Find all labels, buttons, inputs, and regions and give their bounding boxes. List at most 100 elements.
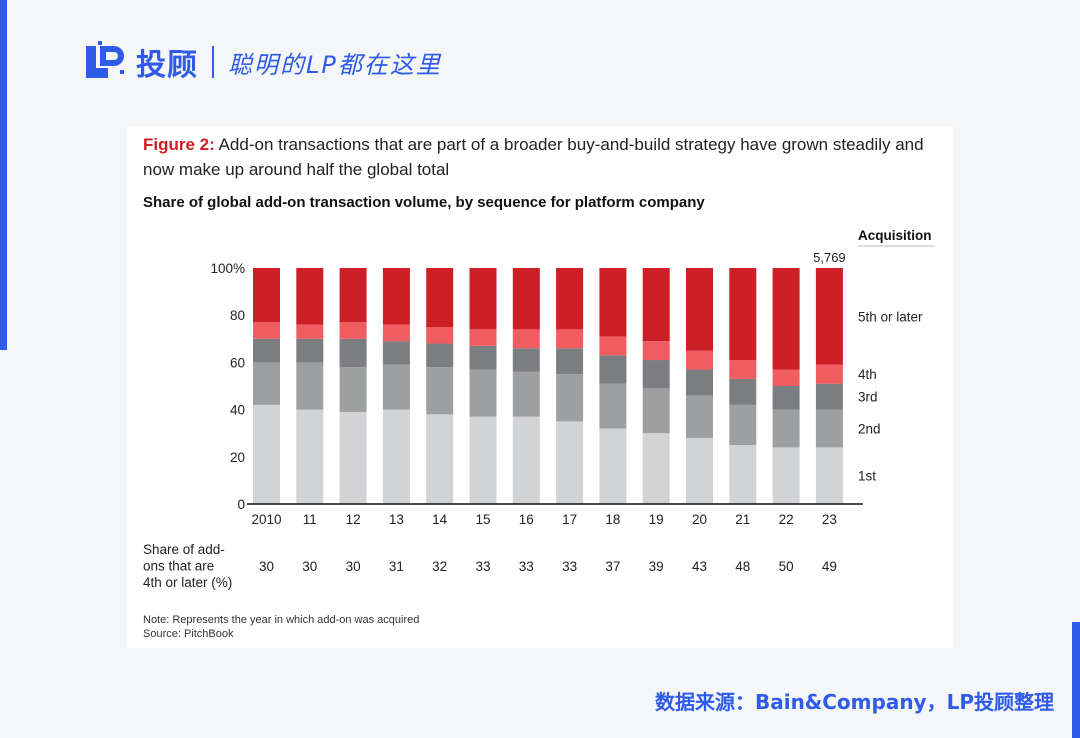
bar-segment <box>339 367 367 412</box>
bar-segment <box>556 268 584 330</box>
bar-segment <box>512 268 540 330</box>
bar-segment <box>599 336 627 356</box>
bar-segment <box>382 324 410 342</box>
x-tick-label: 14 <box>432 512 448 527</box>
bar-segment <box>599 355 627 384</box>
brand-header: 投顾 聪明的LP都在这里 <box>84 40 442 84</box>
y-tick-label: 60 <box>230 355 245 370</box>
bar-segment <box>296 324 324 339</box>
lp-logo-icon <box>86 41 124 78</box>
x-tick-label: 13 <box>389 512 404 527</box>
bar-segment <box>512 348 540 372</box>
legend-label: 1st <box>858 469 876 484</box>
bar-segment <box>686 395 713 438</box>
legend-label: 2nd <box>858 421 881 436</box>
share-value: 39 <box>649 559 664 574</box>
bar-segment <box>642 360 670 389</box>
bar-segment <box>512 329 540 349</box>
share-value: 48 <box>735 559 750 574</box>
bar-segment <box>729 268 757 361</box>
bar-segment <box>556 348 584 375</box>
figure-card: Figure 2: Add-on transactions that are p… <box>127 126 953 648</box>
share-value: 50 <box>779 559 794 574</box>
share-value: 37 <box>605 559 620 574</box>
share-value: 30 <box>259 559 274 574</box>
figure-caption: Figure 2: Add-on transactions that are p… <box>143 132 933 182</box>
bar-segment <box>642 388 670 434</box>
bar-segment <box>253 404 280 504</box>
bar-segment <box>772 268 800 370</box>
share-value: 33 <box>475 559 490 574</box>
bar-segment <box>815 409 843 448</box>
bar-segment <box>729 360 757 379</box>
figure-caption-text: Add-on transactions that are part of a b… <box>143 135 924 179</box>
bar-segment <box>296 362 324 410</box>
bar-segment <box>729 404 757 445</box>
brand-slogan: 聪明的LP都在这里 <box>228 50 442 79</box>
share-value: 30 <box>346 559 361 574</box>
bar-segment <box>556 329 584 349</box>
bar-segment <box>686 268 713 351</box>
y-tick-label: 100% <box>210 261 245 276</box>
bar-segment <box>296 338 324 363</box>
x-tick-label: 15 <box>475 512 490 527</box>
y-tick-label: 0 <box>237 497 245 512</box>
share-value: 49 <box>822 559 837 574</box>
share-value: 33 <box>519 559 534 574</box>
x-tick-label: 23 <box>822 512 837 527</box>
bar-segment <box>772 409 800 448</box>
bar-segment <box>382 268 410 325</box>
bar-segment <box>469 268 497 330</box>
x-tick-label: 19 <box>649 512 664 527</box>
bar-segment <box>642 433 670 504</box>
bar-segment <box>815 268 843 365</box>
chart-note: Note: Represents the year in which add-o… <box>143 614 420 626</box>
share-value: 33 <box>562 559 577 574</box>
bar-segment <box>772 369 800 386</box>
bar-segment <box>426 327 454 344</box>
bar-segment <box>426 414 454 504</box>
bar-segment <box>382 409 410 504</box>
bar-segment <box>642 341 670 361</box>
bar-segment <box>382 364 410 410</box>
bar-segment <box>815 383 843 410</box>
bar-segment <box>382 341 410 365</box>
total-label: 5,769 <box>813 250 846 265</box>
chart-source: Source: PitchBook <box>143 628 234 640</box>
share-value: 43 <box>692 559 707 574</box>
x-tick-label: 22 <box>779 512 794 527</box>
share-value: 30 <box>302 559 317 574</box>
share-row-label: ons that are <box>143 559 214 574</box>
bar-segment <box>599 383 627 429</box>
bar-segment <box>339 268 367 323</box>
bar-segment <box>426 343 454 368</box>
share-row-label: Share of add- <box>143 542 225 557</box>
bar-segment <box>686 437 713 504</box>
y-tick-label: 40 <box>230 403 245 418</box>
bar-segment <box>339 338 367 368</box>
bar-segment <box>512 371 540 417</box>
legend-label: 4th <box>858 367 877 382</box>
bar-segment <box>469 329 497 346</box>
bar-segment <box>686 369 713 396</box>
share-value: 32 <box>432 559 447 574</box>
x-tick-label: 18 <box>605 512 620 527</box>
bar-segment <box>729 445 757 504</box>
bar-segment <box>642 268 670 342</box>
x-tick-label: 20 <box>692 512 707 527</box>
bar-segment <box>815 364 843 384</box>
x-tick-label: 16 <box>519 512 534 527</box>
bar-segment <box>469 345 497 370</box>
y-tick-label: 80 <box>230 308 245 323</box>
bar-segment <box>599 428 627 504</box>
x-tick-label: 17 <box>562 512 577 527</box>
bar-segment <box>339 322 367 339</box>
bar-segment <box>556 374 584 422</box>
bar-segment <box>686 350 713 370</box>
share-value: 31 <box>389 559 404 574</box>
bar-segment <box>253 322 280 339</box>
bar-segment <box>556 421 584 504</box>
x-tick-label: 21 <box>735 512 750 527</box>
chart-subtitle: Share of global add-on transaction volum… <box>143 194 705 211</box>
chart-notes: Note: Represents the year in which add-o… <box>143 613 419 641</box>
